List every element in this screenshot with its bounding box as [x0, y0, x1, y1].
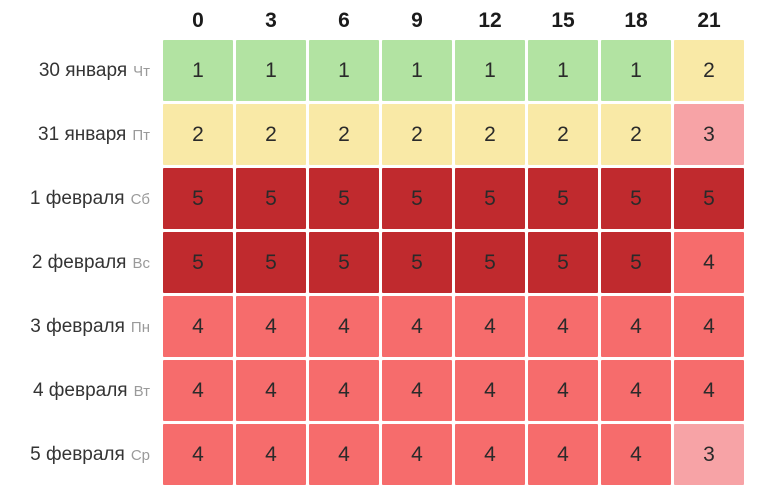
kp-cell: 4 — [236, 424, 306, 485]
weekday-label: Чт — [133, 62, 150, 80]
kp-cell: 5 — [455, 168, 525, 229]
kp-cell: 4 — [674, 360, 744, 421]
weekday-label: Пн — [130, 318, 150, 336]
kp-cell: 4 — [236, 296, 306, 357]
weekday-label: Сб — [130, 190, 150, 208]
date-label: 5 февраля — [30, 443, 125, 465]
kp-cell: 4 — [382, 360, 452, 421]
row-label-text: 1 февраля Сб — [30, 188, 150, 210]
kp-cell: 5 — [236, 168, 306, 229]
kp-cell: 4 — [601, 424, 671, 485]
kp-cell: 2 — [674, 40, 744, 101]
row-label: 5 февраля Ср — [3, 424, 160, 485]
weekday-label: Вт — [133, 382, 150, 400]
kp-cell: 4 — [601, 296, 671, 357]
kp-cell: 5 — [528, 232, 598, 293]
kp-cell: 5 — [528, 168, 598, 229]
weekday-label: Вс — [132, 254, 150, 272]
weekday-label: Ср — [130, 446, 150, 464]
row-label-text: 31 января Пт — [38, 124, 150, 146]
row-label: 2 февраля Вс — [3, 232, 160, 293]
kp-cell: 3 — [674, 104, 744, 165]
hour-header: 15 — [551, 9, 575, 32]
row-label: 1 февраля Сб — [3, 168, 160, 229]
kp-cell: 5 — [309, 232, 379, 293]
kp-cell: 5 — [163, 168, 233, 229]
kp-cell: 4 — [309, 424, 379, 485]
hour-header: 18 — [624, 9, 648, 32]
kp-cell: 4 — [674, 296, 744, 357]
row-label: 4 февраля Вт — [3, 360, 160, 421]
row-label-text: 3 февраля Пн — [30, 316, 150, 338]
kp-cell: 4 — [309, 296, 379, 357]
kp-cell: 4 — [674, 232, 744, 293]
corner-spacer — [3, 3, 160, 37]
kp-cell: 5 — [674, 168, 744, 229]
kp-cell: 4 — [382, 296, 452, 357]
hour-header: 9 — [411, 9, 423, 32]
kp-cell: 5 — [309, 168, 379, 229]
kp-cell: 1 — [455, 40, 525, 101]
kp-cell: 4 — [528, 424, 598, 485]
hour-header: 3 — [265, 9, 277, 32]
weekday-label: Пт — [132, 126, 150, 144]
kp-cell: 5 — [236, 232, 306, 293]
kp-cell: 5 — [601, 232, 671, 293]
kp-cell: 3 — [674, 424, 744, 485]
hour-header: 0 — [192, 9, 204, 32]
kp-cell: 4 — [163, 424, 233, 485]
kp-cell: 2 — [455, 104, 525, 165]
date-label: 30 января — [38, 59, 128, 81]
kp-cell: 4 — [601, 360, 671, 421]
kp-cell: 2 — [236, 104, 306, 165]
row-label: 30 января Чт — [3, 40, 160, 101]
kp-cell: 4 — [163, 360, 233, 421]
kp-cell: 4 — [455, 424, 525, 485]
geomagnetic-forecast-heatmap: 0 3 6 9 12 15 18 21 30 января Чт 1 1 1 1 1 1 1 2 31 января… — [3, 3, 744, 485]
kp-cell: 4 — [163, 296, 233, 357]
kp-cell: 1 — [236, 40, 306, 101]
kp-cell: 4 — [455, 296, 525, 357]
row-label-text: 2 февраля Вс — [32, 252, 150, 274]
kp-cell: 4 — [382, 424, 452, 485]
kp-cell: 2 — [528, 104, 598, 165]
kp-cell: 5 — [382, 232, 452, 293]
kp-cell: 4 — [528, 296, 598, 357]
kp-cell: 5 — [163, 232, 233, 293]
kp-cell: 1 — [382, 40, 452, 101]
kp-cell: 5 — [455, 232, 525, 293]
kp-cell: 2 — [163, 104, 233, 165]
date-label: 1 февраля — [29, 187, 125, 209]
kp-cell: 5 — [382, 168, 452, 229]
kp-cell: 2 — [601, 104, 671, 165]
kp-cell: 2 — [309, 104, 379, 165]
row-label: 31 января Пт — [3, 104, 160, 165]
row-label-text: 30 января Чт — [39, 60, 150, 82]
kp-cell: 5 — [601, 168, 671, 229]
kp-cell: 1 — [309, 40, 379, 101]
kp-cell: 1 — [528, 40, 598, 101]
kp-cell: 1 — [601, 40, 671, 101]
kp-cell: 4 — [309, 360, 379, 421]
row-label: 3 февраля Пн — [3, 296, 160, 357]
hour-header: 12 — [478, 9, 502, 32]
date-label: 2 февраля — [31, 251, 127, 273]
kp-cell: 2 — [382, 104, 452, 165]
date-label: 31 января — [38, 123, 127, 145]
kp-cell: 4 — [528, 360, 598, 421]
row-label-text: 5 февраля Ср — [30, 444, 150, 466]
hour-header: 6 — [338, 9, 350, 32]
kp-cell: 1 — [163, 40, 233, 101]
kp-cell: 4 — [455, 360, 525, 421]
date-label: 4 февраля — [32, 379, 128, 401]
hour-header: 21 — [697, 9, 721, 32]
row-label-text: 4 февраля Вт — [33, 380, 150, 402]
date-label: 3 февраля — [30, 315, 125, 337]
kp-cell: 4 — [236, 360, 306, 421]
